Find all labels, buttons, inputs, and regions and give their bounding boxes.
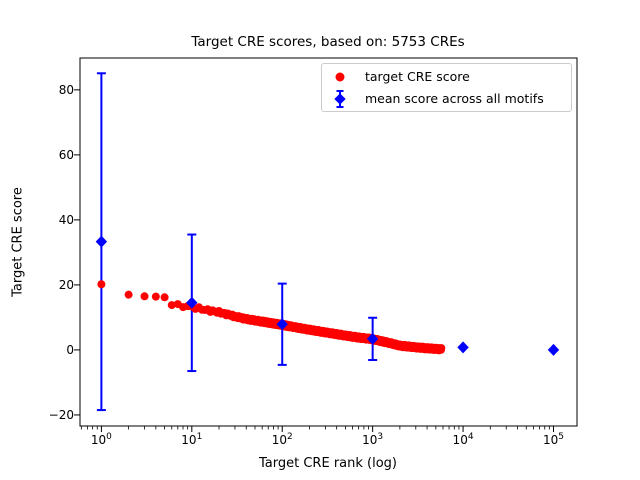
legend-item-label: mean score across all motifs xyxy=(365,91,544,106)
blue-diamond-marker xyxy=(186,296,198,309)
red-scatter-point xyxy=(160,293,169,302)
legend-item-label: target CRE score xyxy=(365,69,470,84)
x-tick-label: 104 xyxy=(452,432,474,447)
errorbar-cap-icon xyxy=(336,89,344,92)
red-dot-icon xyxy=(335,72,345,81)
y-tick-label: 60 xyxy=(58,147,74,162)
x-tick-label: 100 xyxy=(90,432,112,447)
red-scatter-point xyxy=(437,344,446,353)
x-axis-label: Target CRE rank (log) xyxy=(259,456,397,471)
chart-title: Target CRE scores, based on: 5753 CREs xyxy=(191,34,465,50)
y-tick-label: 80 xyxy=(58,82,74,97)
legend-item: mean score across all motifs xyxy=(322,89,571,109)
blue-diamond-marker xyxy=(457,341,469,354)
legend: target CRE score mean score across all m… xyxy=(321,63,572,112)
y-tick-label: 40 xyxy=(58,212,74,227)
legend-item: target CRE score xyxy=(322,67,571,87)
errorbar-cap-icon xyxy=(336,105,344,108)
y-tick-label: 0 xyxy=(66,342,74,357)
blue-diamond-marker xyxy=(547,343,560,356)
x-tick-label: 102 xyxy=(271,432,293,447)
red-scatter-point xyxy=(151,292,160,301)
red-scatter-point xyxy=(97,280,106,289)
red-scatter-point xyxy=(124,290,133,299)
y-tick-label: −20 xyxy=(48,407,74,422)
red-scatter-point xyxy=(140,292,149,301)
blue-diamond-marker xyxy=(366,332,379,345)
y-tick-label: 20 xyxy=(58,277,74,292)
red-scatter-point xyxy=(167,301,176,310)
blue-diamond-icon xyxy=(334,92,346,105)
plot-border xyxy=(79,57,578,427)
legend-circle-icon xyxy=(330,67,350,87)
legend-diamond-errorbar-icon xyxy=(330,89,350,109)
y-axis-label: Target CRE score xyxy=(10,187,26,297)
x-tick-label: 101 xyxy=(181,432,203,447)
x-tick-label: 103 xyxy=(362,432,384,447)
blue-diamond-marker xyxy=(276,318,288,331)
blue-diamond-marker xyxy=(95,235,108,248)
x-tick-label: 105 xyxy=(542,432,564,447)
